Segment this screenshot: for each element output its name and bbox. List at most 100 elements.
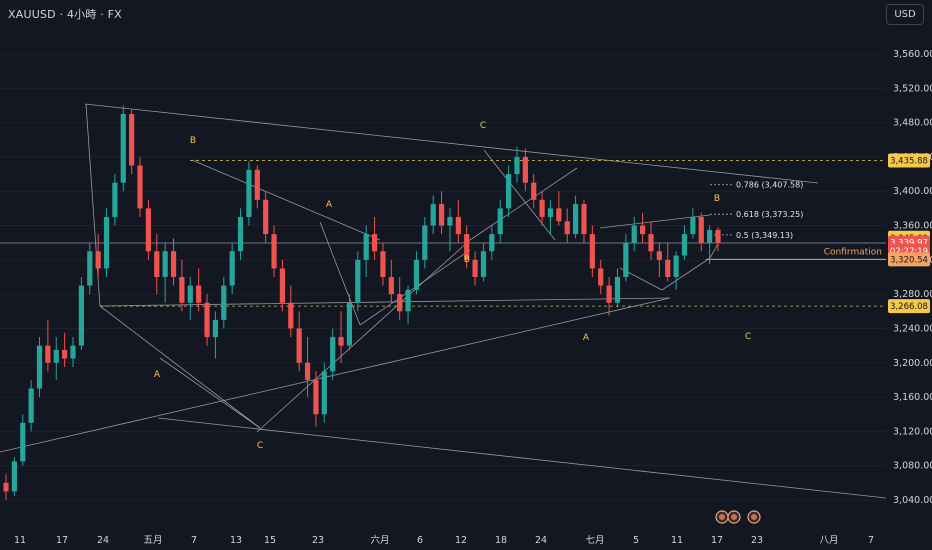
trend-line[interactable] [99, 305, 261, 429]
candle-body[interactable] [505, 174, 512, 209]
trend-line[interactable] [319, 221, 361, 326]
candle-body[interactable] [271, 234, 277, 269]
candle-body[interactable] [45, 345, 51, 363]
candle-body[interactable] [380, 251, 386, 277]
candle-body[interactable] [338, 337, 344, 346]
trend-line[interactable] [661, 257, 711, 291]
candle-body[interactable] [129, 114, 135, 166]
candle-body[interactable] [438, 204, 445, 226]
candle-body[interactable] [531, 182, 537, 200]
symbol-header[interactable]: XAUUSD · 4小時 · FX [8, 6, 122, 22]
candle-body[interactable] [690, 216, 696, 235]
candle-body[interactable] [564, 221, 570, 235]
candle-body[interactable] [673, 255, 679, 277]
candle-body[interactable] [631, 225, 637, 243]
candle-body[interactable] [581, 204, 587, 235]
candle-body[interactable] [20, 422, 26, 462]
candle-body[interactable] [3, 482, 9, 492]
candle-body[interactable] [330, 337, 336, 372]
candle-body[interactable] [681, 234, 688, 256]
candle-body[interactable] [355, 259, 361, 303]
trend-line[interactable] [99, 297, 671, 307]
candle-body[interactable] [422, 225, 428, 260]
candle-body[interactable] [304, 362, 311, 380]
candle-body[interactable] [28, 388, 34, 423]
candle-body[interactable] [154, 251, 160, 277]
candle-body[interactable] [522, 156, 528, 183]
candle-body[interactable] [397, 294, 403, 312]
candle-body[interactable] [254, 169, 260, 200]
candle-body[interactable] [447, 216, 453, 226]
candle-body[interactable] [455, 216, 461, 235]
candle-body[interactable] [95, 251, 101, 269]
candle-body[interactable] [145, 208, 151, 252]
candle-body[interactable] [103, 216, 110, 269]
candle-body[interactable] [62, 349, 68, 359]
candle-body[interactable] [656, 251, 662, 260]
candle-body[interactable] [288, 302, 294, 329]
candle-body[interactable] [246, 169, 252, 217]
candle-body[interactable] [170, 251, 177, 277]
candle-body[interactable] [715, 229, 721, 243]
candle-body[interactable] [480, 251, 487, 277]
candle-body[interactable] [648, 234, 654, 252]
candle-body[interactable] [112, 182, 118, 217]
candle-body[interactable] [698, 216, 704, 243]
candle-body[interactable] [313, 379, 319, 415]
candle-body[interactable] [614, 277, 621, 303]
candle-body[interactable] [573, 204, 579, 235]
candle-body[interactable] [204, 302, 210, 338]
candle-body[interactable] [472, 259, 478, 277]
candle-body[interactable] [162, 251, 168, 277]
candle-body[interactable] [221, 285, 227, 320]
trend-line[interactable] [84, 103, 819, 184]
candle-body[interactable] [179, 277, 185, 303]
candle-body[interactable] [413, 259, 420, 290]
trend-line[interactable] [191, 159, 381, 241]
candle-body[interactable] [640, 225, 646, 235]
candle-body[interactable] [229, 251, 235, 286]
candle-body[interactable] [70, 345, 76, 359]
candle-body[interactable] [120, 114, 126, 183]
candle-body[interactable] [237, 216, 244, 252]
candle-body[interactable] [87, 251, 93, 286]
candle-body[interactable] [589, 234, 595, 269]
candle-body[interactable] [514, 156, 520, 175]
interval-label[interactable]: 4小時 [66, 8, 97, 21]
candle-body[interactable] [539, 199, 545, 217]
currency-button[interactable]: USD [886, 4, 924, 25]
candle-body[interactable] [36, 345, 43, 389]
candle-body[interactable] [606, 285, 612, 303]
trend-line[interactable] [483, 149, 556, 241]
candle-body[interactable] [497, 208, 503, 235]
candle-body[interactable] [430, 204, 436, 226]
candle-body[interactable] [371, 234, 378, 252]
candle-body[interactable] [212, 319, 219, 338]
candle-body[interactable] [707, 229, 713, 243]
candle-body[interactable] [665, 259, 671, 277]
candle-body[interactable] [78, 285, 84, 346]
candle-body[interactable] [321, 371, 327, 415]
trend-line[interactable] [0, 297, 671, 453]
candle-body[interactable] [53, 349, 59, 363]
candle-body[interactable] [598, 268, 604, 286]
trend-line[interactable] [157, 417, 887, 499]
candle-body[interactable] [489, 234, 495, 252]
candle-body[interactable] [346, 302, 353, 346]
trend-line[interactable] [469, 167, 578, 241]
candle-body[interactable] [196, 285, 202, 303]
trend-line[interactable] [256, 239, 471, 433]
candle-body[interactable] [11, 461, 17, 492]
candle-body[interactable] [464, 234, 470, 260]
candle-body[interactable] [187, 285, 193, 303]
candle-body[interactable] [547, 208, 554, 217]
candle-body[interactable] [556, 208, 562, 222]
candle-body[interactable] [388, 277, 394, 295]
candle-body[interactable] [405, 289, 411, 312]
candle-body[interactable] [137, 165, 143, 209]
candle-body[interactable] [263, 199, 269, 235]
candle-body[interactable] [623, 242, 629, 277]
candle-body[interactable] [279, 268, 286, 303]
candle-body[interactable] [363, 234, 369, 260]
